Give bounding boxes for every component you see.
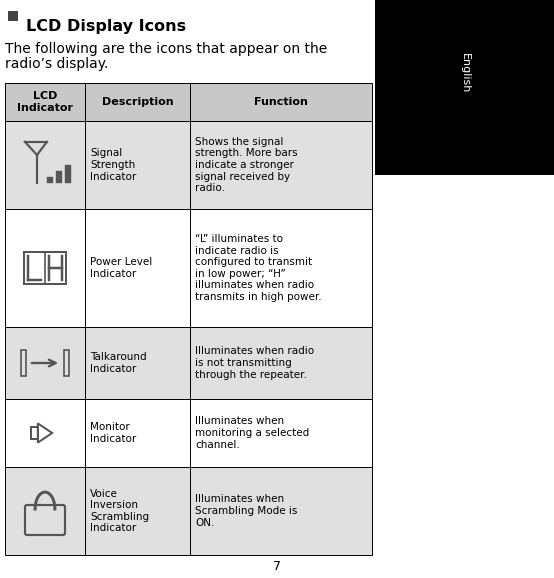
Text: Power Level
Indicator: Power Level Indicator [90, 257, 152, 279]
Bar [21, 350, 26, 376]
Text: The following are the icons that appear on the: The following are the icons that appear … [5, 42, 327, 56]
Text: “L” illuminates to
indicate radio is
configured to transmit
in low power; “H”
il: “L” illuminates to indicate radio is con… [195, 234, 322, 302]
Bar [85, 83, 190, 121]
Text: Description: Description [102, 97, 173, 107]
Bar [190, 83, 372, 121]
Bar [47, 177, 53, 183]
Text: Illuminates when
monitoring a selected
channel.: Illuminates when monitoring a selected c… [195, 416, 309, 450]
Bar [5, 467, 85, 555]
Text: Shows the signal
strength. More bars
indicate a stronger
signal received by
radi: Shows the signal strength. More bars ind… [195, 137, 297, 193]
Bar [30, 427, 38, 439]
Bar [5, 121, 85, 209]
Bar [56, 171, 62, 183]
Bar [190, 399, 372, 467]
Bar [85, 209, 190, 327]
Bar [5, 209, 85, 327]
Text: Illuminates when
Scrambling Mode is
ON.: Illuminates when Scrambling Mode is ON. [195, 494, 297, 528]
Text: LCD
Indicator: LCD Indicator [17, 91, 73, 113]
Bar [5, 399, 85, 467]
Bar [190, 121, 372, 209]
Text: English: English [459, 53, 469, 94]
Text: Signal
Strength
Indicator: Signal Strength Indicator [90, 149, 136, 181]
Text: radio’s display.: radio’s display. [5, 57, 109, 71]
Text: LCD Display Icons: LCD Display Icons [26, 19, 186, 34]
Bar [5, 83, 85, 121]
Text: 7: 7 [273, 560, 281, 572]
Bar [85, 121, 190, 209]
Bar [65, 165, 71, 183]
Bar [64, 350, 69, 376]
Bar [85, 467, 190, 555]
Text: Talkaround
Indicator: Talkaround Indicator [90, 352, 147, 374]
Text: Voice
Inversion
Scrambling
Indicator: Voice Inversion Scrambling Indicator [90, 488, 149, 533]
Bar [5, 327, 85, 399]
Bar [375, 0, 554, 175]
Bar [190, 327, 372, 399]
Bar [8, 11, 18, 21]
Bar [190, 467, 372, 555]
Text: Monitor
Indicator: Monitor Indicator [90, 422, 136, 444]
Bar [85, 399, 190, 467]
Text: Illuminates when radio
is not transmitting
through the repeater.: Illuminates when radio is not transmitti… [195, 346, 314, 380]
Bar [24, 252, 66, 284]
Bar [85, 327, 190, 399]
Bar [190, 209, 372, 327]
Text: Function: Function [254, 97, 308, 107]
